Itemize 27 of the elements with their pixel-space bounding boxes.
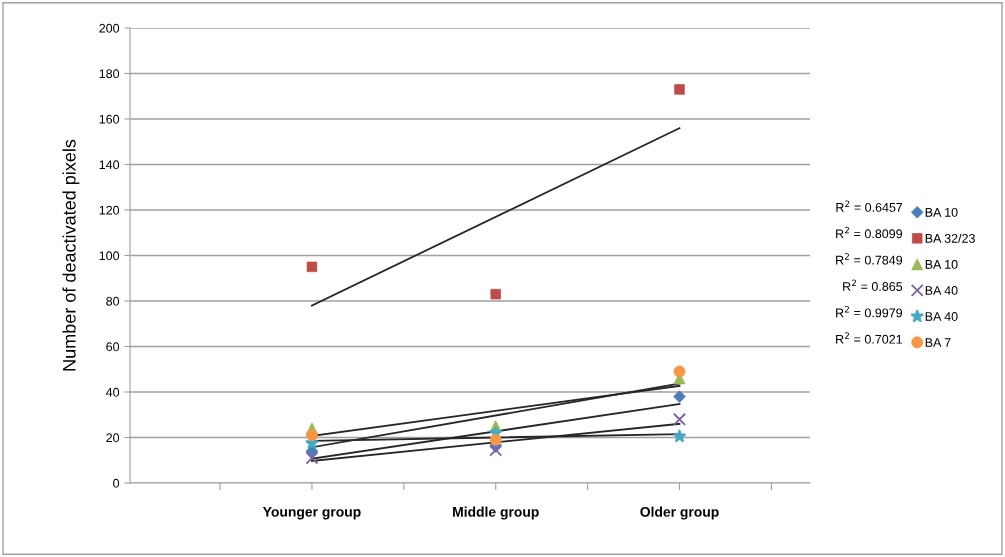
legend-label: BA 7 xyxy=(925,338,951,347)
legend-label: BA 32/23 xyxy=(925,233,975,243)
x-tick-label: Older group xyxy=(640,506,719,520)
text: R$^{2}$ = 0.9979 xyxy=(836,305,903,318)
y-tick-label: 100 xyxy=(99,251,120,261)
x-tick-label: Younger group xyxy=(262,507,361,520)
y-axis-title: Number of deactivated pixels xyxy=(62,139,80,371)
y-tick-label: 160 xyxy=(99,114,120,124)
y-tick-label: 200 xyxy=(99,23,120,33)
y-tick-label: 120 xyxy=(99,205,120,215)
text: R$^{2}$ = 0.865 xyxy=(843,279,903,291)
y-tick-label: 60 xyxy=(106,342,120,352)
y-tick-label: 20 xyxy=(106,433,120,443)
y-tick-label: 80 xyxy=(106,296,120,306)
text: R$^{2}$ = 0.7849 xyxy=(836,253,903,265)
y-tick-label: 140 xyxy=(99,160,120,170)
x-tick-label: Middle group xyxy=(453,506,539,520)
legend-label: BA 10 xyxy=(925,207,958,217)
legend-label: BA 10 xyxy=(925,259,958,269)
text: R$^{2}$ = 0.7021 xyxy=(836,332,903,344)
text: R$^{2}$ = 0.6457 xyxy=(836,200,903,212)
y-tick-label: 40 xyxy=(105,387,120,397)
text: R$^{2}$ = 0.8099 xyxy=(836,226,903,239)
y-tick-label: 0 xyxy=(113,478,120,488)
y-tick-label: 180 xyxy=(99,69,120,79)
legend-label: BA 40 xyxy=(925,312,958,321)
legend-label: BA 40 xyxy=(925,286,958,295)
